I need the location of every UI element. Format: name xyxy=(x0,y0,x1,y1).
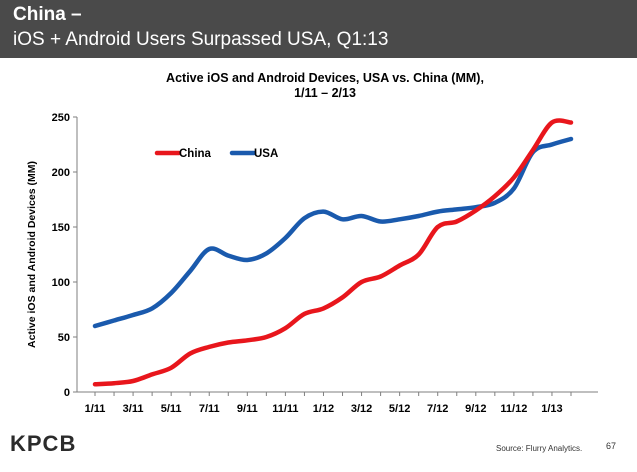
page-number: 67 xyxy=(606,441,617,451)
kpcb-logo: KPCB xyxy=(10,431,77,456)
series-line-usa xyxy=(92,136,574,329)
x-tick-label: 3/11 xyxy=(123,403,144,415)
x-tick-label: 3/12 xyxy=(351,403,372,415)
y-tick-label: 150 xyxy=(52,222,70,234)
slide-header: China – iOS + Android Users Surpassed US… xyxy=(0,0,637,58)
legend-label-china: China xyxy=(179,148,212,160)
x-tick-label: 11/11 xyxy=(272,403,298,415)
x-tick-label: 5/11 xyxy=(161,403,182,415)
chart-title: Active iOS and Android Devices, USA vs. … xyxy=(90,71,560,101)
y-tick-label: 50 xyxy=(58,332,70,344)
slide-title: China – xyxy=(13,4,82,25)
y-tick-label: 0 xyxy=(64,387,70,399)
y-tick-label: 250 xyxy=(52,112,70,124)
x-tick-label: 9/11 xyxy=(237,403,258,415)
chart-title-line2: 1/11 – 2/13 xyxy=(294,86,356,100)
x-tick-label: 1/13 xyxy=(541,403,562,415)
y-axis-label: Active iOS and Android Devices (MM) xyxy=(26,161,38,348)
chart-title-line1: Active iOS and Android Devices, USA vs. … xyxy=(166,71,484,85)
x-tick-label: 7/12 xyxy=(427,403,448,415)
legend-label-usa: USA xyxy=(254,148,278,160)
x-tick-label: 5/12 xyxy=(389,403,410,415)
slide-subtitle: iOS + Android Users Surpassed USA, Q1:13 xyxy=(13,29,389,50)
x-tick-label: 9/12 xyxy=(465,403,486,415)
y-tick-label: 100 xyxy=(52,277,70,289)
x-tick-label: 11/12 xyxy=(500,403,527,415)
x-tick-label: 1/12 xyxy=(313,403,334,415)
x-tick-label: 7/11 xyxy=(199,403,220,415)
y-tick-label: 200 xyxy=(52,167,70,179)
x-tick-label: 1/11 xyxy=(85,403,106,415)
source-note: Source: Flurry Analytics. xyxy=(496,444,583,453)
series-line-china xyxy=(92,118,574,387)
